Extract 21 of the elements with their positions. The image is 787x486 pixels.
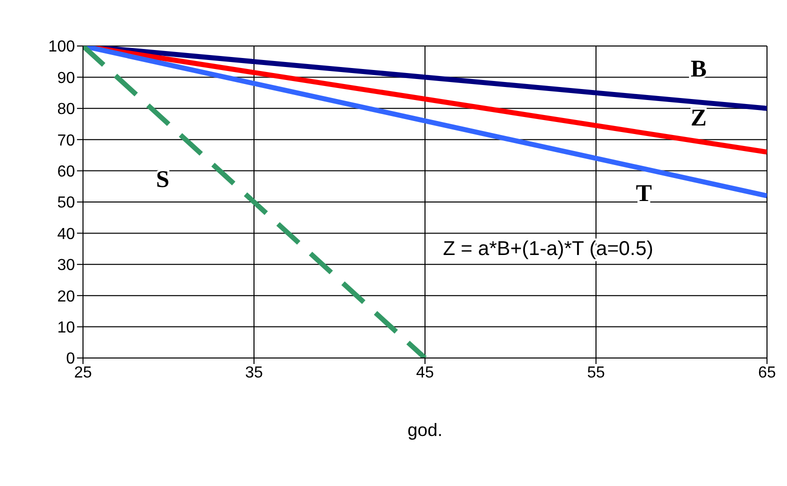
x-tick-label: 45 xyxy=(416,364,434,382)
series-label: Z xyxy=(690,105,707,132)
series-label: T xyxy=(636,180,652,207)
x-tick-label: 35 xyxy=(245,364,263,382)
y-tick-label: 0 xyxy=(66,350,76,368)
series-label: B xyxy=(690,56,707,83)
x-tick-label: 65 xyxy=(758,364,776,382)
x-axis-title: god. xyxy=(407,420,443,440)
y-tick-label: 100 xyxy=(48,38,76,56)
y-tick-label: 40 xyxy=(57,226,76,243)
y-tick-label: 20 xyxy=(57,288,76,306)
y-tick-label: 80 xyxy=(57,101,76,118)
y-tick-label: 70 xyxy=(57,132,76,150)
y-tick-label: 50 xyxy=(57,194,76,212)
x-tick-label: 25 xyxy=(74,364,92,382)
x-tick-label: 55 xyxy=(587,364,605,382)
series-label: S xyxy=(156,167,170,194)
y-tick-label: 90 xyxy=(57,70,76,87)
y-tick-label: 10 xyxy=(57,319,76,336)
y-tick-label: 60 xyxy=(57,163,76,180)
y-tick-label: 30 xyxy=(57,257,76,274)
